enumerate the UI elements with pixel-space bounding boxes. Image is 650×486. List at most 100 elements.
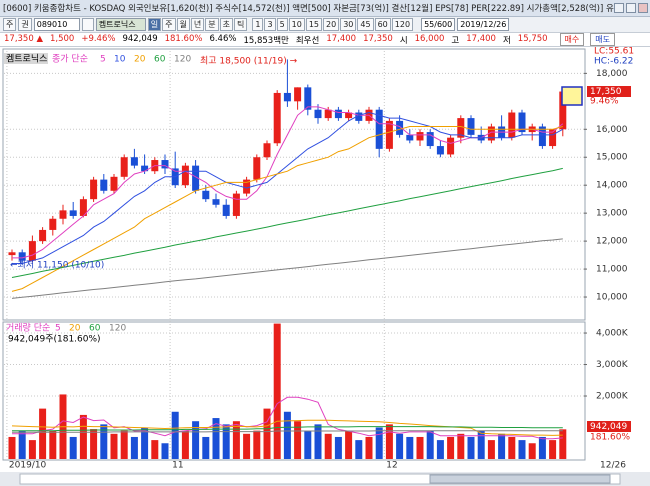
legend-entry: 20 bbox=[134, 55, 146, 65]
period-tab[interactable]: 월 bbox=[176, 18, 190, 31]
candle-body bbox=[232, 193, 240, 216]
period-tab[interactable]: 분 bbox=[205, 18, 219, 31]
quote-item: +9.46% bbox=[81, 33, 116, 44]
volume-bar bbox=[130, 436, 138, 459]
volume-bar bbox=[487, 440, 495, 459]
volume-bar bbox=[518, 440, 526, 459]
ma-line bbox=[12, 396, 563, 440]
price-ma-label: 종가 단순 bbox=[52, 54, 88, 65]
volume-bar bbox=[120, 430, 128, 459]
interval-tab[interactable]: 120 bbox=[391, 18, 414, 31]
volume-bar bbox=[69, 436, 77, 459]
volume-bar bbox=[232, 421, 240, 459]
candle-body bbox=[487, 126, 495, 141]
quote-item: 6.46% bbox=[209, 33, 237, 44]
market-select[interactable]: 주 bbox=[3, 18, 17, 31]
volume-bar bbox=[141, 427, 149, 459]
period-tab[interactable]: 초 bbox=[219, 18, 233, 31]
candle-body bbox=[222, 204, 230, 216]
candle-body bbox=[18, 252, 26, 261]
volume-bar bbox=[324, 433, 332, 459]
volume-bar bbox=[49, 430, 57, 459]
last-price: 17,350 bbox=[590, 87, 622, 97]
interval-tab[interactable]: 10 bbox=[288, 18, 305, 31]
x-tick-label: 2019/10 bbox=[9, 461, 47, 471]
window-title: [0600] 키움종합차트 - KOSDAQ 외국인보유[1,620(천)] 주… bbox=[3, 4, 622, 14]
candle-body bbox=[110, 176, 118, 191]
candle-body bbox=[375, 109, 383, 149]
interval-tab[interactable]: 20 bbox=[323, 18, 340, 31]
volume-bar bbox=[28, 440, 36, 459]
volume-bar bbox=[283, 411, 291, 459]
quote-item: 17,400 bbox=[326, 33, 357, 44]
interval-tab[interactable]: 5 bbox=[276, 18, 288, 31]
candle-body bbox=[59, 210, 67, 219]
search-button[interactable] bbox=[81, 18, 94, 31]
quote-item: 최우선 bbox=[295, 35, 320, 46]
volume-ma-label: 거래량 단순 bbox=[6, 322, 50, 334]
candle-body bbox=[406, 134, 414, 141]
minimize-button[interactable] bbox=[614, 3, 624, 13]
volume-bar bbox=[18, 430, 26, 459]
interval-tab[interactable]: 1 bbox=[252, 18, 264, 31]
y-tick-label: 13,000 bbox=[596, 209, 628, 219]
volume-panel bbox=[2, 321, 586, 461]
candle-body bbox=[334, 109, 342, 119]
x-end-label: 12/26 bbox=[600, 461, 626, 471]
last-volume-change: 181.60% bbox=[590, 433, 630, 443]
candle-body bbox=[518, 112, 526, 133]
ma-line bbox=[12, 111, 564, 264]
volume-bar bbox=[559, 429, 567, 459]
type-select[interactable]: 권 bbox=[18, 18, 32, 31]
volume-bar bbox=[304, 430, 312, 459]
legend-entry: 60 bbox=[89, 324, 101, 334]
volume-bar bbox=[212, 418, 220, 459]
period-tab[interactable]: 일 bbox=[147, 18, 162, 31]
period-tab[interactable]: 년 bbox=[190, 18, 205, 31]
scroll-track bbox=[19, 473, 621, 485]
interval-tabs: 1 3 5 10 15 20 30 45 60 120 bbox=[252, 18, 414, 31]
ma-line bbox=[11, 167, 563, 278]
volume-bar bbox=[171, 411, 179, 459]
volume-bar bbox=[334, 436, 342, 459]
close-button[interactable] bbox=[638, 3, 648, 13]
sell-button[interactable]: 매도 bbox=[590, 33, 616, 46]
volume-bar bbox=[416, 436, 424, 459]
candle-body bbox=[304, 87, 312, 110]
date-input[interactable]: 2019/12/26 bbox=[457, 18, 510, 31]
code-input[interactable]: 089010 bbox=[33, 18, 80, 31]
volume-bar bbox=[345, 430, 353, 459]
count-input[interactable]: 55/600 bbox=[421, 18, 456, 31]
y-tick-label: 3,000K bbox=[596, 360, 629, 370]
interval-tab[interactable]: 30 bbox=[340, 18, 357, 31]
ma-line bbox=[11, 419, 563, 436]
volume-bar bbox=[375, 427, 383, 459]
candle-body bbox=[294, 87, 302, 102]
scroll-thumb[interactable] bbox=[429, 474, 611, 484]
candle-body bbox=[559, 91, 567, 130]
interval-tab[interactable]: 45 bbox=[357, 18, 374, 31]
volume-bar bbox=[508, 436, 516, 459]
volume-bar bbox=[151, 440, 159, 459]
quote-item: 16,000 bbox=[414, 33, 445, 44]
volume-bar bbox=[477, 430, 485, 459]
volume-bar bbox=[457, 433, 465, 459]
interval-tab[interactable]: 3 bbox=[264, 18, 276, 31]
candle-body bbox=[141, 165, 149, 172]
maximize-button[interactable] bbox=[626, 3, 636, 13]
interval-tab[interactable]: 60 bbox=[374, 18, 391, 31]
ma-line bbox=[11, 238, 563, 299]
x-tick-label: 11 bbox=[172, 461, 183, 471]
period-tab[interactable]: 주 bbox=[162, 18, 176, 31]
interval-tab[interactable]: 15 bbox=[305, 18, 323, 31]
volume-bar bbox=[447, 436, 455, 459]
buy-button[interactable]: 매수 bbox=[559, 33, 585, 46]
highlight-box bbox=[561, 86, 583, 106]
candle-body bbox=[273, 92, 281, 144]
period-tab[interactable]: 틱 bbox=[234, 18, 248, 31]
candle-body bbox=[49, 218, 57, 230]
candle-body bbox=[181, 165, 189, 186]
volume-bar bbox=[100, 424, 108, 459]
quote-item: 1,500 bbox=[49, 33, 75, 44]
